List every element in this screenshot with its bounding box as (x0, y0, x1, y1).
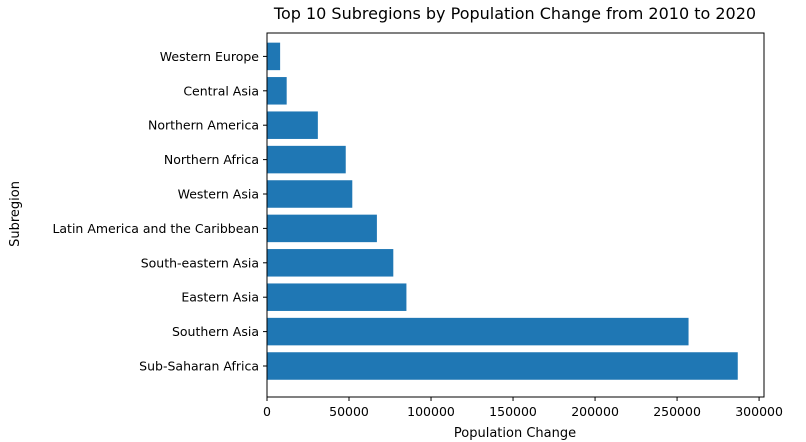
bar (267, 111, 318, 139)
y-tick-label: Central Asia (183, 83, 259, 98)
plot-frame (266, 32, 765, 398)
y-axis-ticks: Sub-Saharan Africa Southern Asia Eastern A… (52, 49, 267, 374)
x-tick-label: 0 (263, 404, 271, 419)
bar (267, 317, 689, 346)
bar (267, 283, 407, 311)
bar (267, 352, 738, 380)
x-axis-label: Population Change (454, 426, 576, 441)
bar (267, 145, 346, 174)
bar (267, 77, 287, 105)
y-tick-label: Northern America (148, 118, 259, 133)
bar (267, 249, 394, 277)
x-tick-label: 50000 (329, 404, 369, 419)
x-tick-label: 150000 (489, 404, 537, 419)
y-tick-label: Western Europe (160, 49, 260, 64)
chart-title: Top 10 Subregions by Population Change f… (273, 4, 756, 23)
x-tick-label: 250000 (653, 404, 701, 419)
bar (267, 180, 353, 208)
y-tick-label: Eastern Asia (181, 290, 259, 305)
x-tick-label: 300000 (735, 404, 783, 419)
bar (267, 42, 281, 71)
y-tick-label: Sub-Saharan Africa (139, 359, 259, 374)
x-tick-label: 100000 (407, 404, 455, 419)
x-tick-label: 200000 (571, 404, 619, 419)
y-tick-label: Latin America and the Caribbean (52, 221, 259, 236)
y-axis-label: Subregion (8, 181, 23, 247)
bar (267, 214, 377, 243)
x-axis-ticks: 0 50000 100000 150000 200000 250000 300000 (263, 397, 783, 419)
y-tick-label: Northern Africa (164, 152, 259, 167)
y-tick-label: South-eastern Asia (141, 255, 259, 270)
y-tick-label: Southern Asia (172, 324, 259, 339)
y-tick-label: Western Asia (178, 187, 259, 202)
bars-group (267, 42, 738, 380)
